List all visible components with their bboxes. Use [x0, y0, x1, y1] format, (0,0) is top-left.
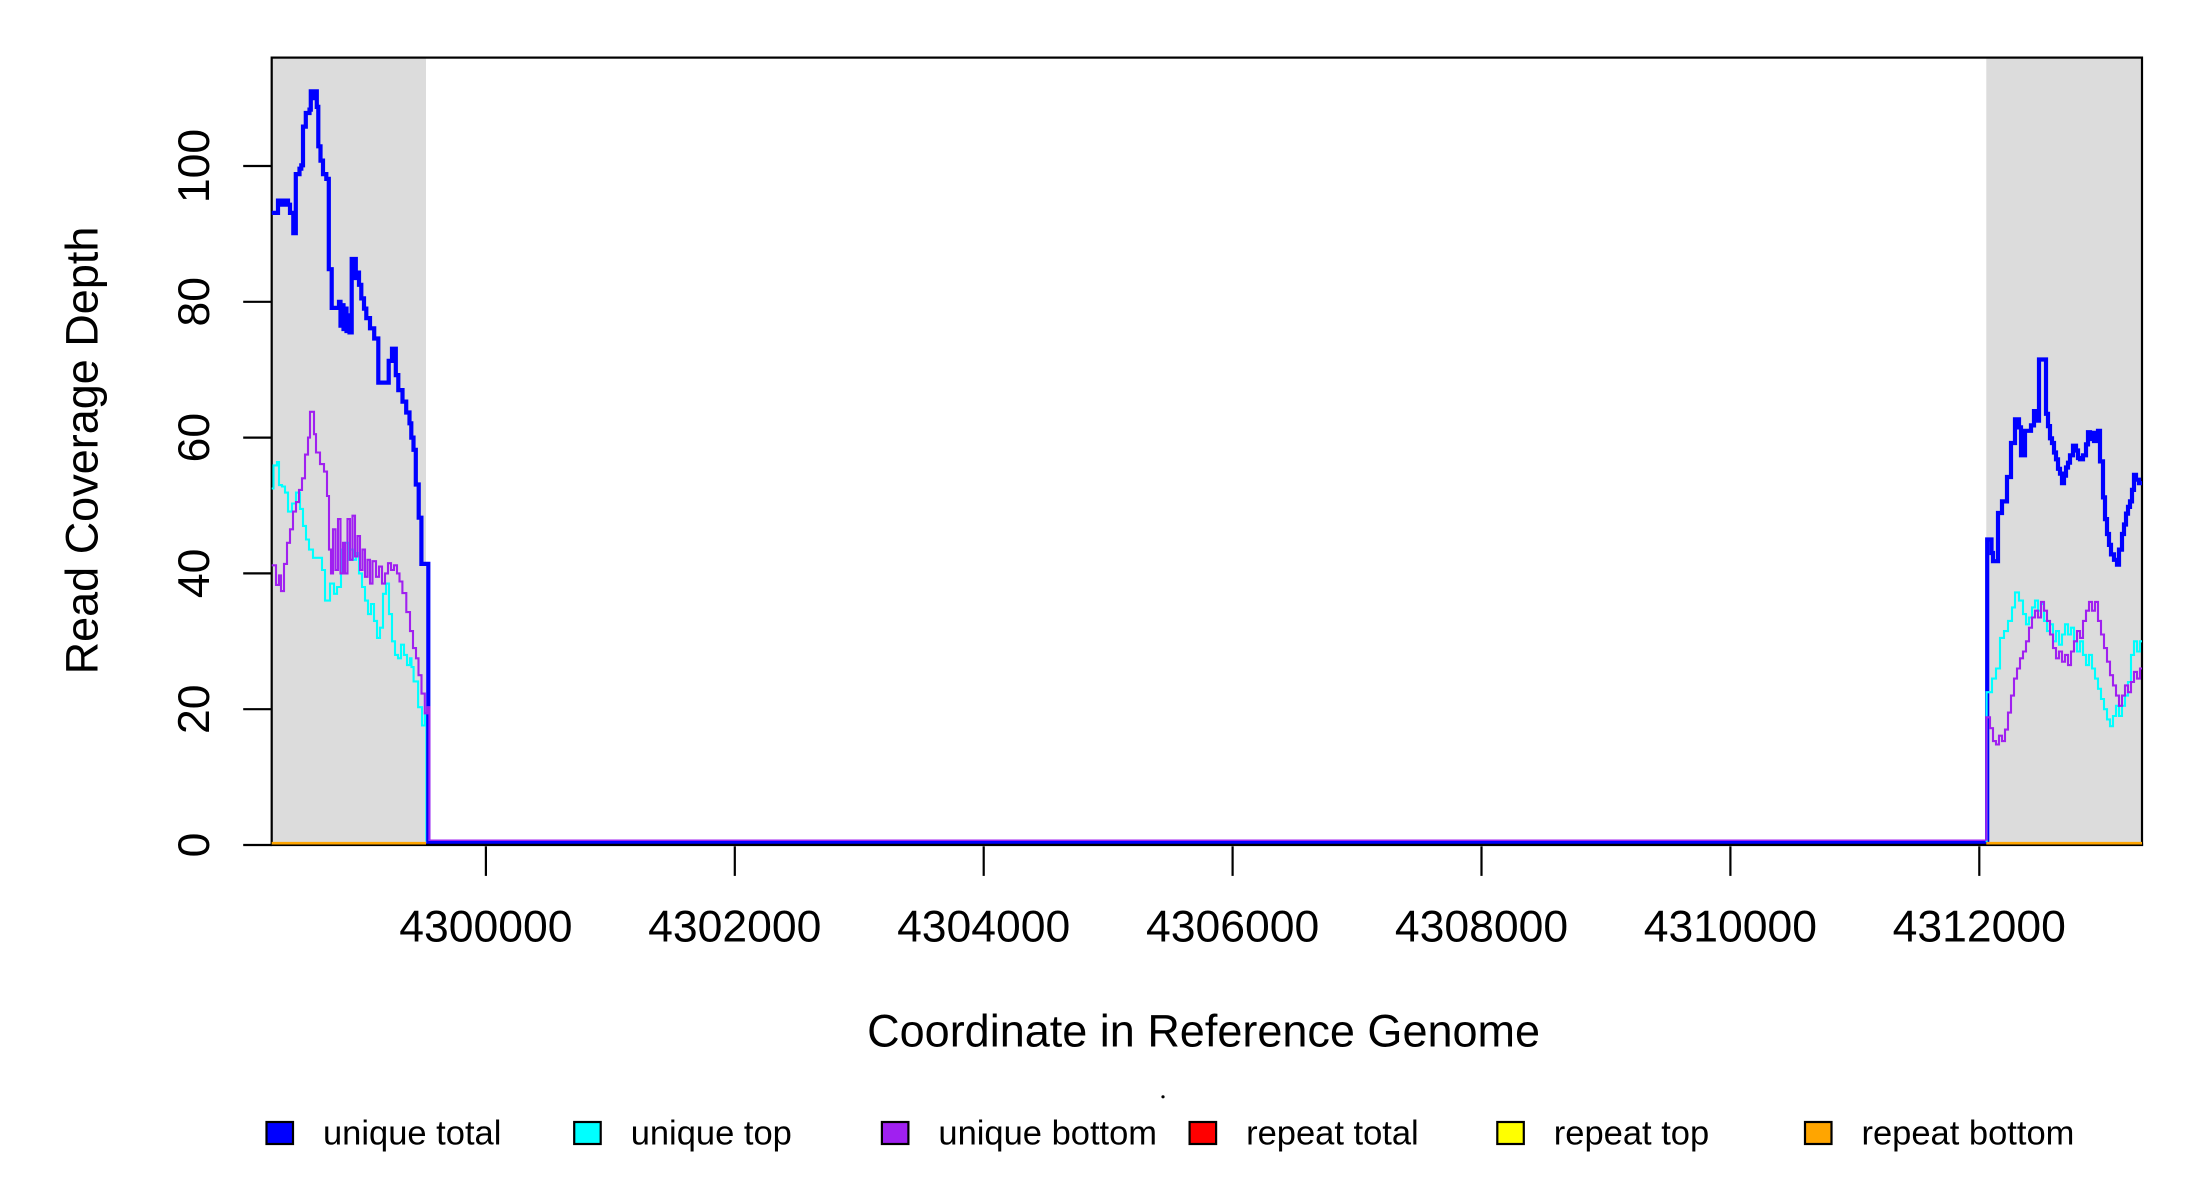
svg-text:unique bottom: unique bottom [938, 1115, 1157, 1153]
svg-text:Coordinate in Reference Genome: Coordinate in Reference Genome [867, 1005, 1540, 1056]
svg-text:unique total: unique total [323, 1115, 501, 1153]
svg-text:0: 0 [170, 833, 219, 858]
svg-text:4300000: 4300000 [399, 903, 572, 952]
svg-text:40: 40 [170, 549, 219, 599]
svg-text:4304000: 4304000 [897, 903, 1070, 952]
svg-text:20: 20 [170, 684, 219, 734]
svg-text:repeat top: repeat top [1554, 1115, 1709, 1153]
svg-text:4310000: 4310000 [1644, 903, 1817, 952]
svg-text:unique top: unique top [631, 1115, 792, 1153]
svg-text:4312000: 4312000 [1893, 903, 2066, 952]
svg-text:4302000: 4302000 [648, 903, 821, 952]
svg-text:100: 100 [170, 129, 219, 203]
svg-text:repeat total: repeat total [1246, 1115, 1419, 1153]
svg-text:4308000: 4308000 [1395, 903, 1568, 952]
svg-text:80: 80 [170, 277, 219, 327]
svg-text:4306000: 4306000 [1146, 903, 1319, 952]
svg-text:60: 60 [170, 413, 219, 463]
svg-text:Read Coverage Depth: Read Coverage Depth [57, 227, 108, 675]
svg-text:repeat bottom: repeat bottom [1862, 1115, 2075, 1153]
